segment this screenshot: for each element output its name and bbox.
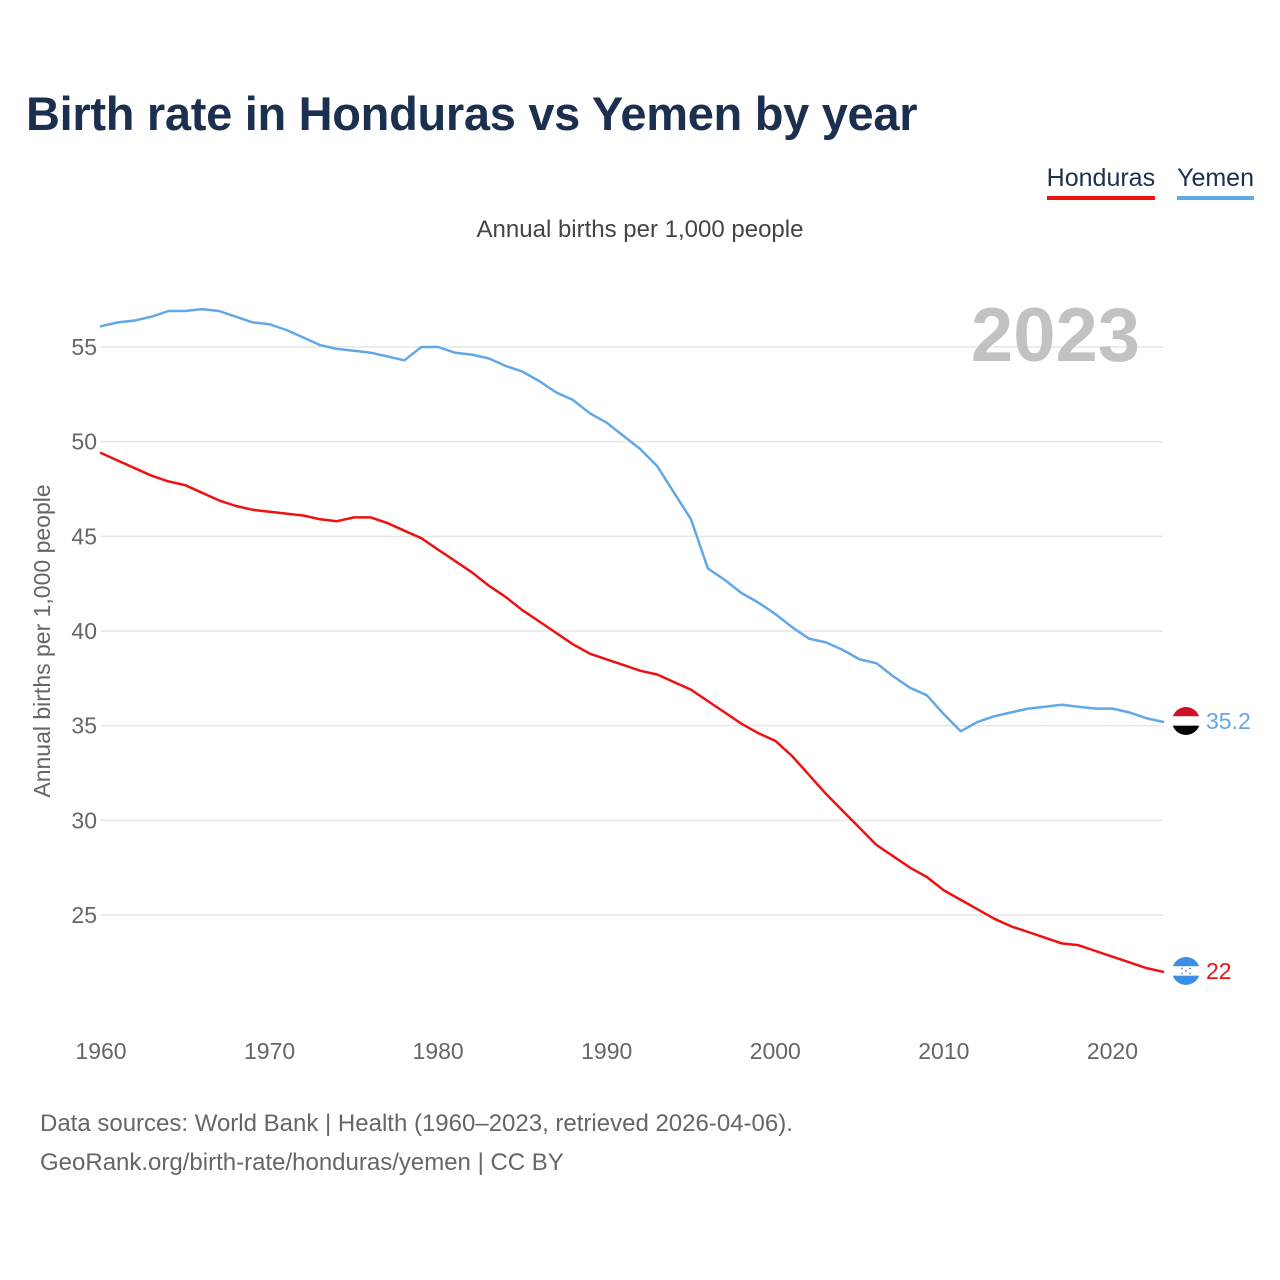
honduras-flag-icon — [1172, 957, 1200, 985]
y-tick-label: 30 — [71, 807, 97, 833]
footer-url[interactable]: GeoRank.org/birth-rate/honduras/yemen | … — [40, 1149, 564, 1176]
y-tick-label: 50 — [71, 429, 97, 455]
y-axis-label: Annual births per 1,000 people — [29, 484, 55, 797]
y-tick-label: 55 — [71, 334, 97, 360]
x-tick-label: 1970 — [244, 1038, 295, 1064]
y-tick-label: 45 — [71, 523, 97, 549]
yemen-flag-icon — [1172, 707, 1200, 735]
chart-title: Birth rate in Honduras vs Yemen by year — [26, 87, 918, 140]
legend-item-yemen[interactable]: Yemen — [1177, 164, 1254, 200]
x-tick-label: 2000 — [750, 1038, 801, 1064]
year-watermark: 2023 — [971, 293, 1140, 378]
x-tick-label: 1980 — [413, 1038, 464, 1064]
chart-subtitle: Annual births per 1,000 people — [476, 216, 804, 243]
x-tick-label: 2010 — [918, 1038, 969, 1064]
x-axis-ticks: 1960 1970 1980 1990 2000 2010 2020 — [75, 1038, 1138, 1064]
grid — [101, 346, 1163, 916]
y-tick-label: 40 — [71, 618, 97, 644]
legend: Honduras Yemen — [1046, 164, 1254, 200]
series-lines — [99, 307, 1165, 974]
legend-item-honduras[interactable]: Honduras — [1046, 164, 1156, 200]
y-tick-label: 25 — [71, 902, 97, 928]
footer: Data sources: World Bank | Health (1960–… — [40, 1104, 793, 1182]
honduras-end-value: 22 — [1206, 958, 1232, 984]
footer-source: Data sources: World Bank | Health (1960–… — [40, 1110, 793, 1137]
y-axis-ticks: 25 30 35 40 45 50 55 — [71, 334, 97, 928]
y-tick-label: 35 — [71, 713, 97, 739]
yemen-end-value: 35.2 — [1206, 708, 1251, 734]
x-tick-label: 1960 — [75, 1038, 126, 1064]
x-tick-label: 2020 — [1087, 1038, 1138, 1064]
series-line-yemen — [99, 307, 1165, 733]
line-chart: 25 30 35 40 45 50 55 1960 1970 1980 1990 2000 2010 2… — [29, 293, 1251, 1064]
series-line-honduras — [99, 451, 1165, 974]
x-tick-label: 1990 — [581, 1038, 632, 1064]
